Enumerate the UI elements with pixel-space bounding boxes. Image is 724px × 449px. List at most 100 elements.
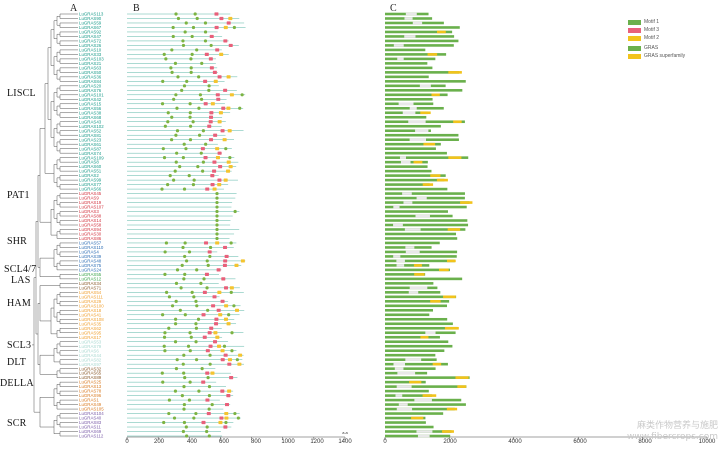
gras-domain-bar	[385, 205, 467, 209]
gras-domain-bar	[385, 142, 441, 146]
gras-domain-bar	[385, 335, 440, 339]
intron-gap	[405, 12, 417, 16]
motif-mark	[166, 182, 170, 187]
gras-superfamily-bar	[436, 178, 448, 182]
gene-label: LuGRAS3	[79, 209, 99, 214]
intron-gap	[397, 57, 404, 61]
gras-superfamily-bar	[443, 295, 456, 299]
motif-mark	[215, 191, 219, 196]
motif-mark	[232, 304, 236, 308]
gene-label: LuGRAS34	[79, 281, 102, 286]
gras-domain-bar	[385, 187, 448, 191]
motif-mark	[195, 304, 199, 308]
motif-mark	[217, 178, 222, 182]
gene-label: LuGRAS72	[79, 39, 102, 44]
gras-superfamily-bar	[448, 156, 462, 159]
gene-label: LuGRAS100	[79, 303, 104, 308]
gras-superfamily-bar	[460, 201, 473, 204]
motif-mark	[204, 272, 209, 276]
gene-label: LuGRAS36	[79, 74, 102, 79]
gras-domain-bar	[385, 376, 470, 379]
gene-label: LuGRAS112	[79, 434, 104, 439]
motif-mark	[182, 371, 186, 375]
motif-mark	[188, 331, 192, 335]
gras-domain-bar	[385, 268, 450, 272]
motif-mark	[201, 129, 205, 133]
motif-mark	[203, 102, 208, 106]
gras-superfamily-bar	[420, 111, 431, 115]
gras-domain-bar	[385, 331, 456, 335]
motif-mark	[214, 25, 219, 30]
gras-domain-bar	[385, 282, 434, 285]
motif-mark	[209, 115, 214, 119]
gene-label: LuGRAS66	[79, 187, 102, 192]
gene-label: LuGRAS111	[79, 294, 104, 299]
motif-mark	[169, 66, 173, 70]
gras-domain-bar	[385, 362, 448, 366]
motif-mark	[210, 102, 215, 106]
intron-gap	[405, 358, 422, 361]
motif-mark	[217, 344, 222, 348]
gene-label: LuGRAS13	[79, 384, 102, 389]
motif-mark	[162, 335, 167, 339]
motif-mark	[213, 340, 218, 344]
motif-mark	[215, 236, 219, 241]
motif-mark	[183, 376, 187, 380]
motif-mark	[215, 218, 219, 223]
motif-mark	[163, 272, 167, 276]
gras-label: GRAS	[644, 45, 659, 51]
motif-mark	[206, 411, 211, 416]
intron-gap	[416, 196, 427, 200]
motif-mark	[192, 416, 196, 420]
motif-mark	[173, 322, 178, 326]
intron-gap	[397, 371, 416, 375]
gene-label: LuGRAS86	[79, 236, 102, 241]
motif-mark	[210, 174, 215, 178]
gene-label: LuGRAS101	[79, 92, 104, 97]
motif-mark	[197, 106, 201, 110]
motif-mark	[210, 402, 214, 407]
gras-domain-bar	[385, 133, 459, 137]
gene-label: LuGRAS6	[79, 348, 99, 353]
gras-superfamily-bar	[420, 335, 429, 339]
gras-superfamily-bar	[447, 228, 461, 231]
gras-domain-bar	[385, 48, 426, 52]
intron-gap	[398, 403, 408, 406]
motif-mark	[192, 295, 196, 299]
gras-domain-bar	[385, 264, 430, 267]
gras-domain-bar	[385, 62, 428, 65]
motif-mark	[223, 178, 228, 182]
motif-mark	[193, 12, 197, 16]
motif-mark	[202, 290, 207, 294]
gene-label: LuGRAS33	[79, 52, 102, 57]
gras-domain-bar	[385, 421, 426, 424]
gras-domain-bar	[385, 178, 445, 182]
motif-mark	[181, 156, 185, 160]
gene-label: LuGRAS42	[79, 97, 102, 102]
motif-mark	[208, 353, 212, 357]
gene-label: LuGRAS43	[79, 119, 102, 124]
motif-mark	[184, 21, 188, 25]
gene-label: LuGRAS11	[79, 425, 101, 430]
motif-mark	[183, 30, 187, 34]
intron-gap	[394, 367, 404, 370]
gene-label: LuGRAS24	[79, 267, 102, 272]
c-tick-2000: 2000	[443, 439, 457, 445]
motif-mark	[172, 97, 176, 101]
gene-label: LuGRAS44	[79, 353, 102, 358]
gene-label: LuGRAS89	[79, 375, 102, 380]
motif-mark	[224, 416, 229, 420]
motif-mark	[180, 393, 184, 398]
motif-mark	[160, 371, 164, 375]
motif-mark	[208, 120, 213, 124]
gras-domain-bar	[385, 367, 436, 370]
gene-label: LuGRAS23	[79, 137, 102, 142]
motif-mark	[215, 200, 219, 205]
intron-gap	[408, 120, 426, 124]
motif-mark	[183, 254, 187, 259]
motif-mark	[201, 313, 206, 317]
motif-mark	[191, 182, 196, 187]
motif-mark	[224, 420, 228, 425]
gras-superfamily-bar	[423, 142, 436, 146]
gras-domain-bar	[385, 44, 454, 47]
